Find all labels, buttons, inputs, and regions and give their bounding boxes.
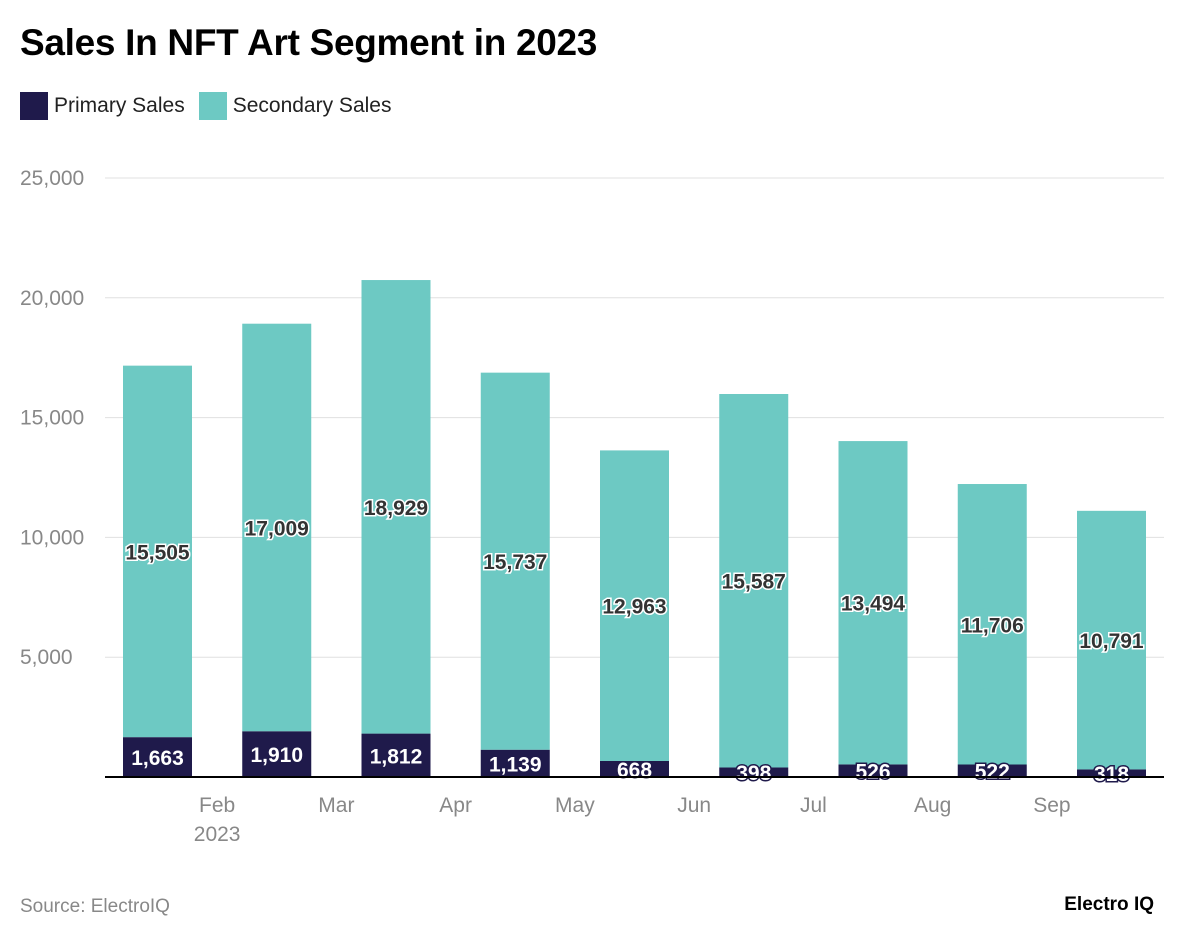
bar-primary <box>361 733 431 777</box>
x-tick-label: May <box>555 794 595 817</box>
data-label-primary: 526 <box>855 761 890 784</box>
x-tick-label: Jul <box>800 794 827 817</box>
brand-logo: Electro IQ <box>1064 894 1154 915</box>
legend: Primary Sales Secondary Sales <box>20 92 391 120</box>
data-label-primary: 522 <box>975 761 1010 784</box>
data-label-primary: 1,910 <box>250 744 303 767</box>
x-tick-label: Feb <box>199 794 235 817</box>
x-tick-label: Apr <box>439 794 472 817</box>
bar-secondary <box>480 372 550 750</box>
data-label-secondary: 11,706 <box>961 614 1024 637</box>
data-label-primary: 1,139 <box>489 753 542 776</box>
source-note: Source: ElectroIQ <box>20 896 170 917</box>
legend-item-secondary: Secondary Sales <box>198 92 392 120</box>
legend-label-primary: Primary Sales <box>54 94 185 117</box>
legend-item-primary: Primary Sales <box>20 92 185 120</box>
bar-primary <box>123 737 192 777</box>
y-tick-label: 25,000 <box>20 167 84 190</box>
data-label-primary: 1,812 <box>370 745 423 768</box>
legend-swatch-secondary <box>198 92 227 120</box>
bar-secondary <box>123 365 192 738</box>
bar-secondary <box>600 450 669 761</box>
bar-primary <box>480 749 550 777</box>
y-tick-label: 10,000 <box>20 526 84 549</box>
data-label-secondary: 17,009 <box>245 517 309 540</box>
bar-primary <box>957 764 1027 777</box>
x-tick-label: Aug <box>914 794 951 817</box>
data-label-secondary: 15,587 <box>722 571 786 594</box>
bar-primary <box>600 760 669 777</box>
bar-primary <box>838 764 908 777</box>
x-tick-label: Mar <box>318 794 354 817</box>
data-label-secondary: 12,963 <box>602 596 666 619</box>
bar-secondary <box>1077 510 1146 770</box>
data-label-secondary: 18,929 <box>364 497 428 520</box>
legend-label-secondary: Secondary Sales <box>232 94 392 117</box>
y-tick-label: 20,000 <box>20 287 84 310</box>
bar-primary <box>1077 769 1146 777</box>
x-tick-label: Jun <box>677 794 711 817</box>
data-label-secondary: 10,791 <box>1079 630 1144 653</box>
bar-primary <box>719 767 789 777</box>
bar-secondary <box>838 441 908 765</box>
bar-secondary <box>242 323 312 732</box>
data-label-secondary: 15,737 <box>483 551 547 574</box>
chart-title: Sales In NFT Art Segment in 2023 <box>20 22 598 63</box>
data-label-primary: 398 <box>736 762 771 785</box>
bar-secondary <box>957 484 1027 765</box>
x-tick-label: Sep <box>1033 794 1070 817</box>
bar-primary <box>242 731 312 777</box>
data-label-primary: 668 <box>617 759 652 782</box>
bar-secondary <box>361 280 431 734</box>
data-label-primary: 1,663 <box>131 747 184 770</box>
y-tick-label: 5,000 <box>20 646 73 669</box>
data-label-secondary: 15,505 <box>125 541 190 564</box>
data-label-secondary: 13,494 <box>841 593 906 616</box>
y-tick-label: 15,000 <box>20 407 84 430</box>
legend-swatch-primary <box>20 92 48 120</box>
bar-secondary <box>719 393 789 768</box>
x-tick-sublabel: 2023 <box>194 823 241 846</box>
data-label-primary: 318 <box>1094 763 1129 786</box>
